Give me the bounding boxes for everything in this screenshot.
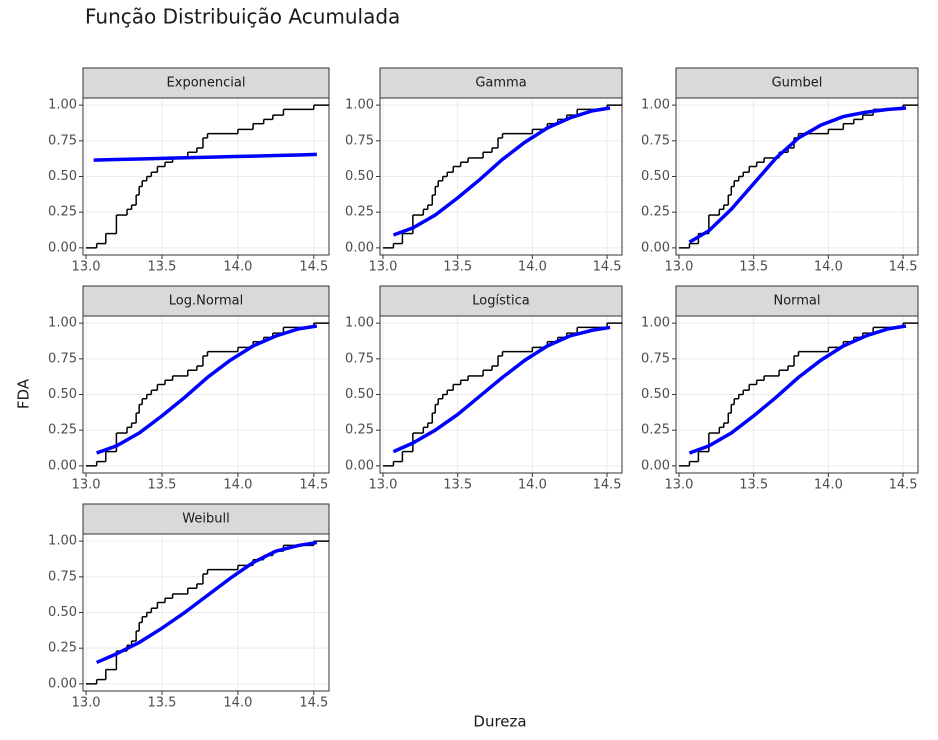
x-tick-label: 14.5 <box>299 260 328 275</box>
y-tick-label: 0.25 <box>641 205 670 220</box>
x-tick-label: 14.5 <box>889 260 918 275</box>
y-tick-label: 0.75 <box>641 351 670 366</box>
y-tick-label: 0.25 <box>641 423 670 438</box>
x-tick-label: 14.5 <box>299 696 328 711</box>
y-tick-label: 0.25 <box>48 205 77 220</box>
y-tick-label: 0.00 <box>48 458 77 473</box>
x-tick-label: 13.5 <box>739 260 768 275</box>
x-tick-label: 13.5 <box>147 696 176 711</box>
x-tick-label: 13.0 <box>665 260 694 275</box>
y-tick-label: 0.50 <box>48 605 77 620</box>
y-tick-label: 0.75 <box>641 133 670 148</box>
strip <box>82 503 330 535</box>
y-tick-label: 0.00 <box>641 458 670 473</box>
y-tick-label: 0.00 <box>345 458 374 473</box>
x-tick-label: 13.5 <box>147 260 176 275</box>
x-tick-label: 14.0 <box>518 478 547 493</box>
x-tick-label: 13.5 <box>147 478 176 493</box>
x-tick-label: 14.0 <box>223 696 252 711</box>
strip-label: Normal <box>773 294 820 309</box>
y-tick-label: 0.00 <box>641 240 670 255</box>
y-tick-label: 0.75 <box>48 351 77 366</box>
x-tick-label: 14.0 <box>518 260 547 275</box>
fitted-curve <box>392 106 611 237</box>
y-tick-label: 0.50 <box>345 387 374 402</box>
fitted-curve <box>392 325 611 454</box>
strip <box>379 285 623 317</box>
y-tick-label: 1.00 <box>48 316 77 331</box>
y-tick-label: 1.00 <box>345 98 374 113</box>
x-tick-label: 14.0 <box>814 260 843 275</box>
x-tick-label: 13.0 <box>369 260 398 275</box>
chart-title: Função Distribuição Acumulada <box>85 5 400 29</box>
x-tick-label: 13.5 <box>443 478 472 493</box>
y-tick-label: 0.00 <box>345 240 374 255</box>
x-tick-label: 13.5 <box>739 478 768 493</box>
strip <box>675 67 919 99</box>
strip-label: Gumbel <box>772 76 823 91</box>
y-axis-label: FDA <box>15 378 33 409</box>
strip-label: Gamma <box>475 76 526 91</box>
y-tick-label: 0.50 <box>345 169 374 184</box>
y-tick-label: 1.00 <box>641 98 670 113</box>
x-tick-label: 14.5 <box>889 478 918 493</box>
x-tick-label: 14.5 <box>299 478 328 493</box>
x-tick-label: 14.5 <box>593 260 622 275</box>
y-tick-label: 0.00 <box>48 676 77 691</box>
x-tick-label: 14.0 <box>223 260 252 275</box>
x-tick-label: 13.5 <box>443 260 472 275</box>
strip <box>379 67 623 99</box>
fitted-curve <box>96 324 318 455</box>
y-tick-label: 0.75 <box>345 133 374 148</box>
fitted-curve <box>93 152 317 162</box>
x-tick-label: 13.0 <box>72 478 101 493</box>
fitted-curve <box>95 540 318 665</box>
x-tick-label: 14.5 <box>593 478 622 493</box>
y-tick-label: 0.75 <box>48 569 77 584</box>
x-tick-label: 13.0 <box>369 478 398 493</box>
y-tick-label: 0.00 <box>48 240 77 255</box>
y-tick-label: 0.25 <box>48 423 77 438</box>
y-tick-label: 1.00 <box>641 316 670 331</box>
y-tick-label: 0.50 <box>641 387 670 402</box>
x-tick-label: 13.0 <box>72 696 101 711</box>
y-tick-label: 0.25 <box>345 205 374 220</box>
y-tick-label: 0.25 <box>48 641 77 656</box>
strip-label: Logística <box>472 294 529 309</box>
y-tick-label: 0.75 <box>48 133 77 148</box>
strip <box>82 67 330 99</box>
fitted-curve <box>688 324 907 455</box>
y-tick-label: 1.00 <box>48 98 77 113</box>
x-tick-label: 13.0 <box>665 478 694 493</box>
strip-label: Weibull <box>182 512 229 527</box>
x-axis-label: Dureza <box>473 713 526 731</box>
y-tick-label: 1.00 <box>48 534 77 549</box>
x-tick-label: 13.0 <box>72 260 101 275</box>
y-tick-label: 0.50 <box>641 169 670 184</box>
strip <box>82 285 330 317</box>
y-tick-label: 0.50 <box>48 387 77 402</box>
strip-label: Exponencial <box>167 76 246 91</box>
x-tick-label: 14.0 <box>223 478 252 493</box>
strip <box>675 285 919 317</box>
x-tick-label: 14.0 <box>814 478 843 493</box>
y-tick-label: 0.25 <box>345 423 374 438</box>
y-tick-label: 0.75 <box>345 351 374 366</box>
fitted-curve <box>688 106 907 244</box>
strip-label: Log.Normal <box>169 294 243 309</box>
y-tick-label: 0.50 <box>48 169 77 184</box>
y-tick-label: 1.00 <box>345 316 374 331</box>
